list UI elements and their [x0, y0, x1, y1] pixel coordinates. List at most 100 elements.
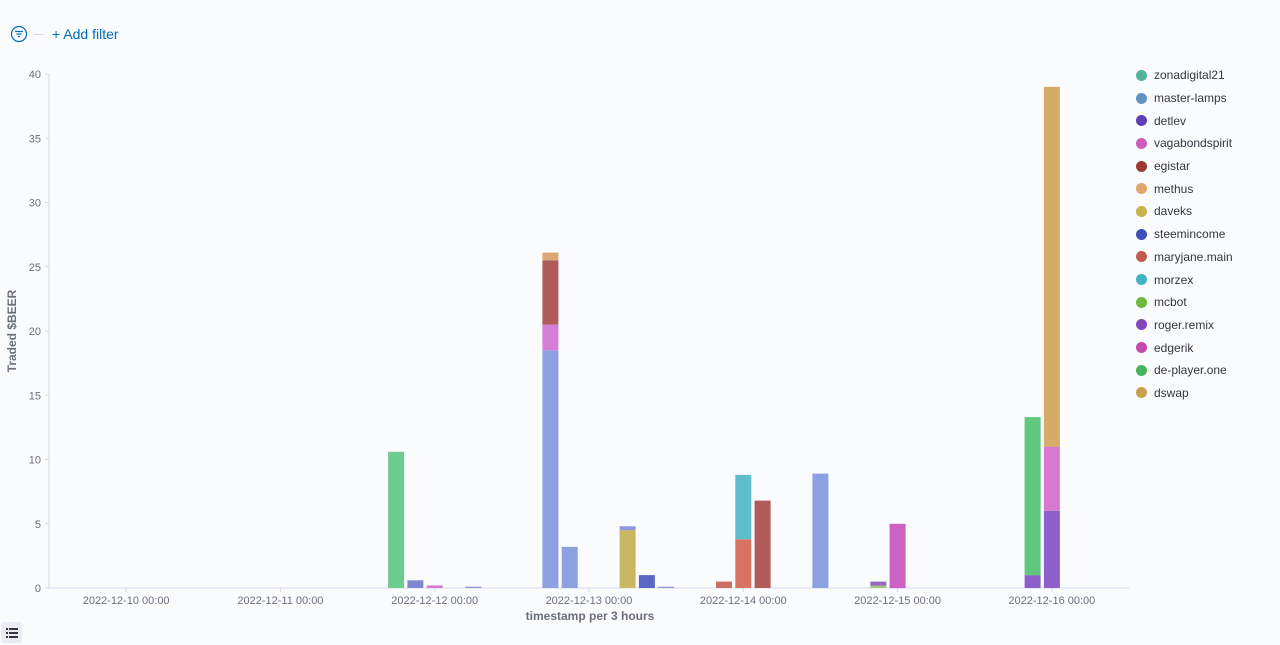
bar-segment-steemincome[interactable]	[638, 575, 655, 588]
y-tick-label: 15	[29, 390, 41, 402]
legend-item[interactable]: de-player.one	[1136, 359, 1276, 382]
filter-bar: + Add filter	[10, 22, 119, 46]
legend-item[interactable]: vagabondspirit	[1136, 132, 1276, 155]
legend-color-dot	[1136, 137, 1147, 149]
legend-color-dot	[1136, 319, 1147, 331]
legend-item[interactable]: edgerik	[1136, 336, 1276, 359]
legend-color-dot	[1136, 228, 1147, 240]
bar-segment-roger.remix[interactable]	[1043, 510, 1060, 588]
legend-color-dot	[1136, 69, 1147, 81]
legend-label: dswap	[1154, 385, 1189, 400]
bar-segment-daveks[interactable]	[619, 530, 636, 588]
y-tick-label: 5	[35, 519, 41, 531]
legend-item[interactable]: dswap	[1136, 382, 1276, 405]
legend-color-dot	[1136, 296, 1147, 308]
bar-segment-roger.remix[interactable]	[870, 581, 887, 586]
legend-item[interactable]: maryjane.main	[1136, 246, 1276, 269]
legend-label: daveks	[1154, 204, 1193, 219]
y-tick-label: 25	[29, 262, 41, 274]
x-tick-label: 2022-12-10 00:00	[83, 595, 170, 607]
filter-icon[interactable]	[10, 25, 28, 43]
bar-segment-egistar[interactable]	[754, 500, 771, 588]
legend-item[interactable]: egistar	[1136, 155, 1276, 178]
x-axis: 2022-12-10 00:00 2022-12-11 00:00 2022-12-…	[49, 587, 1129, 607]
bar-segment-morzex[interactable]	[735, 474, 752, 540]
y-axis: 0 5 10 15 20 25 30 35 40	[29, 69, 50, 595]
list-icon	[5, 627, 18, 638]
bar-segment-dswap[interactable]	[1043, 86, 1060, 447]
bar-segment-master-lamps[interactable]	[407, 580, 424, 588]
bar-segment-maryjane.main[interactable]	[735, 539, 752, 588]
y-tick-label: 0	[35, 583, 41, 595]
legend-label: roger.remix	[1154, 317, 1215, 332]
bar-segment-de-player.one[interactable]	[1024, 417, 1041, 576]
legend-item[interactable]: methus	[1136, 177, 1276, 200]
legend-color-dot	[1136, 364, 1147, 376]
x-tick-label: 2022-12-13 00:00	[546, 595, 633, 607]
bar-segment-master-lamps[interactable]	[542, 350, 559, 588]
bar-segment-maryjane.main[interactable]	[716, 581, 732, 588]
legend-item[interactable]: zonadigital21	[1136, 64, 1276, 87]
legend-color-dot	[1136, 115, 1147, 127]
legend-toggle-button[interactable]	[1, 622, 22, 643]
bar-segment-edgerik[interactable]	[1043, 446, 1060, 511]
y-tick-label: 20	[29, 326, 41, 338]
bar-segment-master-lamps[interactable]	[812, 473, 829, 588]
legend-item[interactable]: roger.remix	[1136, 314, 1276, 337]
legend-label: methus	[1154, 181, 1194, 196]
legend-item[interactable]: master-lamps	[1136, 87, 1276, 110]
bar-segment-master-lamps[interactable]	[561, 546, 578, 588]
bar-segment-vagabondspirit[interactable]	[426, 585, 443, 588]
legend-label: master-lamps	[1154, 91, 1227, 106]
x-tick-label: 2022-12-16 00:00	[1008, 595, 1095, 607]
legend-item[interactable]: steemincome	[1136, 223, 1276, 246]
bar-segment-vagabondspirit[interactable]	[542, 324, 559, 351]
x-tick-label: 2022-12-14 00:00	[700, 595, 787, 607]
legend-color-dot	[1136, 274, 1147, 286]
legend-color-dot	[1136, 92, 1147, 104]
legend-color-dot	[1136, 342, 1147, 354]
bar-segment-methus[interactable]	[542, 252, 559, 261]
legend-label: egistar	[1154, 159, 1191, 174]
legend-label: zonadigital21	[1154, 68, 1225, 83]
legend-color-dot	[1136, 160, 1147, 172]
bar-segment-master-lamps[interactable]	[619, 526, 636, 531]
x-axis-title: timestamp per 3 hours	[526, 609, 655, 623]
legend-label: edgerik	[1154, 340, 1194, 355]
legend-item[interactable]: morzex	[1136, 268, 1276, 291]
legend-label: detlev	[1154, 113, 1187, 128]
chart-legend: zonadigital21 master-lamps detlev vagabonds…	[1136, 64, 1276, 404]
y-tick-label: 30	[29, 198, 41, 210]
bar-segment-egistar[interactable]	[542, 260, 559, 325]
x-tick-label: 2022-12-11 00:00	[237, 595, 323, 607]
y-tick-label: 10	[29, 455, 41, 467]
x-tick-label: 2022-12-15 00:00	[854, 595, 941, 607]
bar-segment-edgerik[interactable]	[889, 523, 906, 589]
legend-color-dot	[1136, 251, 1147, 263]
bar-segment-zonadigital21[interactable]	[388, 451, 405, 588]
legend-label: steemincome	[1154, 227, 1226, 242]
bar-series	[388, 86, 1060, 589]
y-axis-title: Traded $BEER	[5, 289, 19, 372]
bar-segment-mcbot[interactable]	[870, 585, 887, 588]
y-tick-label: 35	[29, 133, 41, 145]
legend-label: mcbot	[1154, 295, 1187, 310]
legend-label: vagabondspirit	[1154, 136, 1233, 151]
bar-segment-master-lamps[interactable]	[658, 586, 675, 588]
legend-label: maryjane.main	[1154, 249, 1233, 264]
legend-label: de-player.one	[1154, 363, 1227, 378]
legend-color-dot	[1136, 205, 1147, 217]
y-tick-label: 40	[29, 69, 41, 81]
legend-item[interactable]: mcbot	[1136, 291, 1276, 314]
legend-label: morzex	[1154, 272, 1194, 287]
legend-color-dot	[1136, 183, 1147, 195]
filter-divider	[34, 33, 44, 35]
legend-item[interactable]: daveks	[1136, 200, 1276, 223]
bar-segment-roger.remix[interactable]	[1024, 575, 1041, 588]
x-tick-label: 2022-12-12 00:00	[391, 595, 478, 607]
legend-color-dot	[1136, 387, 1147, 399]
add-filter-button[interactable]: + Add filter	[52, 26, 119, 42]
legend-item[interactable]: detlev	[1136, 109, 1276, 132]
bar-segment-master-lamps[interactable]	[465, 586, 482, 588]
